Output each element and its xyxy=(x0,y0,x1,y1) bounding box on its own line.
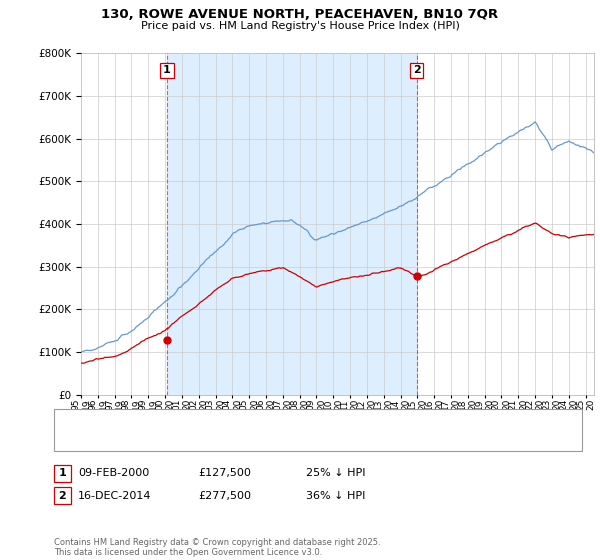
Text: 2: 2 xyxy=(413,66,421,75)
Text: HPI: Average price, detached house, Lewes: HPI: Average price, detached house, Lewe… xyxy=(93,435,304,445)
Text: 2: 2 xyxy=(59,491,66,501)
Text: 1: 1 xyxy=(59,468,66,478)
Text: 16-DEC-2014: 16-DEC-2014 xyxy=(78,491,151,501)
Text: 130, ROWE AVENUE NORTH, PEACEHAVEN, BN10 7QR (detached house): 130, ROWE AVENUE NORTH, PEACEHAVEN, BN10… xyxy=(93,416,445,426)
Text: Contains HM Land Registry data © Crown copyright and database right 2025.
This d: Contains HM Land Registry data © Crown c… xyxy=(54,538,380,557)
Text: 130, ROWE AVENUE NORTH, PEACEHAVEN, BN10 7QR: 130, ROWE AVENUE NORTH, PEACEHAVEN, BN10… xyxy=(101,8,499,21)
Text: 36% ↓ HPI: 36% ↓ HPI xyxy=(306,491,365,501)
Text: £277,500: £277,500 xyxy=(198,491,251,501)
Text: 25% ↓ HPI: 25% ↓ HPI xyxy=(306,468,365,478)
Text: 1: 1 xyxy=(163,66,171,75)
Text: £127,500: £127,500 xyxy=(198,468,251,478)
Bar xyxy=(167,53,416,395)
Text: Price paid vs. HM Land Registry's House Price Index (HPI): Price paid vs. HM Land Registry's House … xyxy=(140,21,460,31)
Text: 09-FEB-2000: 09-FEB-2000 xyxy=(78,468,149,478)
